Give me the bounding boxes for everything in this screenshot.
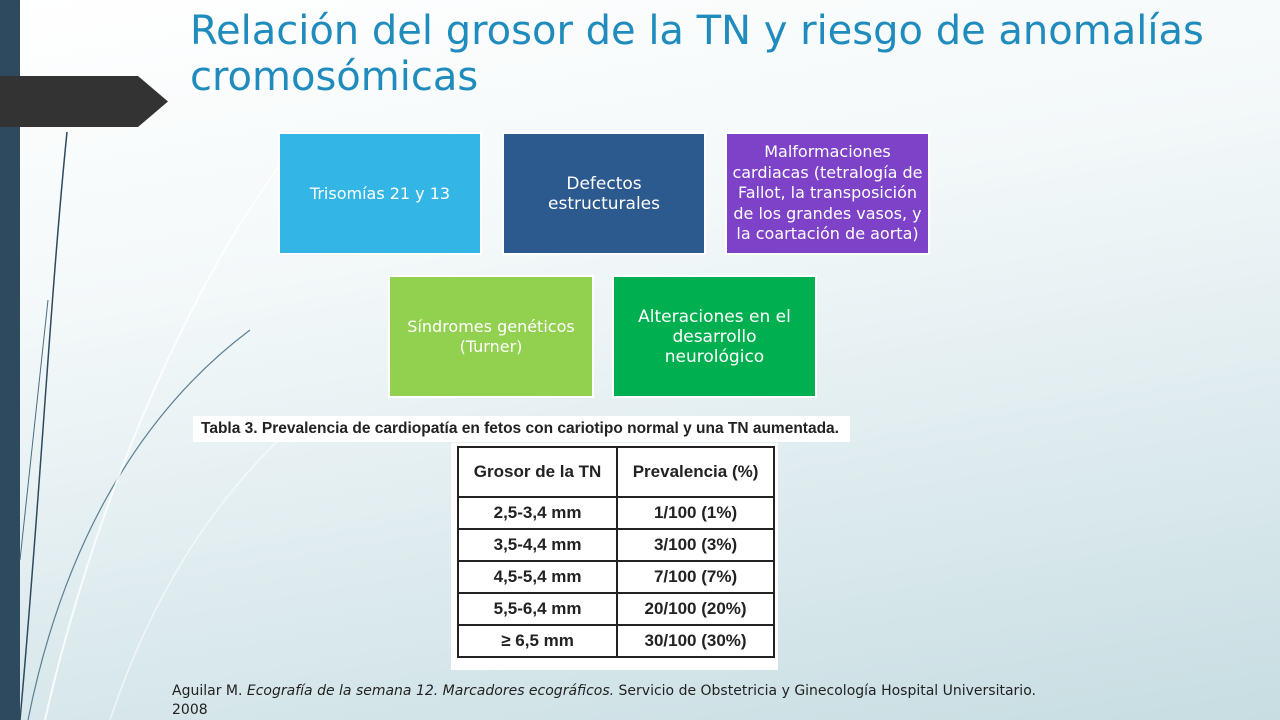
table-row: 2,5-3,4 mm 1/100 (1%)	[456, 496, 775, 530]
table-row: 5,5-6,4 mm 20/100 (20%)	[456, 592, 775, 626]
header-prevalencia: Prevalencia (%)	[616, 446, 775, 498]
prevalence-table: Grosor de la TN Prevalencia (%) 2,5-3,4 …	[456, 446, 775, 658]
box-trisomias: Trisomías 21 y 13	[278, 132, 482, 255]
table-header-row: Grosor de la TN Prevalencia (%)	[456, 446, 775, 498]
cell-prevalencia: 1/100 (1%)	[616, 496, 775, 530]
slide-title: Relación del grosor de la TN y riesgo de…	[190, 8, 1204, 100]
cell-grosor: ≥ 6,5 mm	[456, 624, 619, 658]
box-malformaciones-cardiacas: Malformaciones cardiacas (tetralogía de …	[725, 132, 930, 255]
table-row: 3,5-4,4 mm 3/100 (3%)	[456, 528, 775, 562]
cell-prevalencia: 20/100 (20%)	[616, 592, 775, 626]
cell-prevalencia: 30/100 (30%)	[616, 624, 775, 658]
cell-prevalencia: 7/100 (7%)	[616, 560, 775, 594]
decorative-lines	[19, 131, 300, 720]
table-row: 4,5-5,4 mm 7/100 (7%)	[456, 560, 775, 594]
header-grosor: Grosor de la TN	[456, 446, 619, 498]
box-alteraciones-neurologicas: Alteraciones en el desarrollo neurológic…	[612, 275, 817, 398]
left-accent-bar	[0, 0, 20, 720]
box-defectos-estructurales: Defectos estructurales	[502, 132, 706, 255]
box-label: Malformaciones cardiacas (tetralogía de …	[732, 142, 923, 244]
arrow-tab-shape	[0, 76, 168, 127]
box-label: Síndromes genéticos (Turner)	[407, 316, 575, 356]
box-label: Trisomías 21 y 13	[309, 183, 451, 203]
table-caption: Tabla 3. Prevalencia de cardiopatía en f…	[193, 416, 850, 442]
box-label: Alteraciones en el desarrollo neurológic…	[638, 306, 791, 367]
cell-grosor: 3,5-4,4 mm	[456, 528, 619, 562]
box-label: Defectos estructurales	[548, 173, 660, 214]
cell-grosor: 4,5-5,4 mm	[456, 560, 619, 594]
box-sindromes-geneticos: Síndromes genéticos (Turner)	[388, 275, 594, 398]
citation-source: Servicio de Obstetricia y Ginecología Ho…	[172, 683, 1036, 718]
citation-footer: Aguilar M. Ecografía de la semana 12. Ma…	[172, 682, 1072, 720]
cell-prevalencia: 3/100 (3%)	[616, 528, 775, 562]
prevalence-table-image: Grosor de la TN Prevalencia (%) 2,5-3,4 …	[451, 443, 778, 670]
cell-grosor: 2,5-3,4 mm	[456, 496, 619, 530]
citation-title: Ecografía de la semana 12. Marcadores ec…	[246, 683, 615, 699]
cell-grosor: 5,5-6,4 mm	[456, 592, 619, 626]
table-row: ≥ 6,5 mm 30/100 (30%)	[456, 624, 775, 658]
citation-author: Aguilar M.	[172, 683, 247, 699]
